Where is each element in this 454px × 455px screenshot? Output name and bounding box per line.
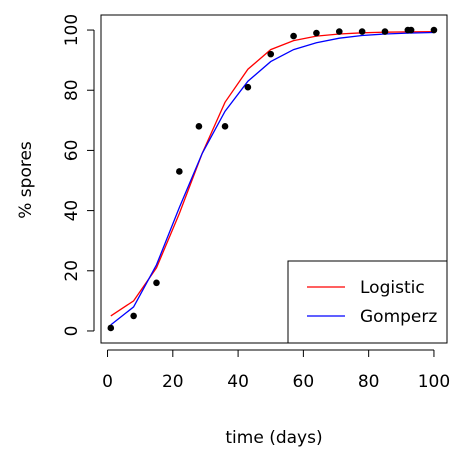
legend-label-logistic: Logistic — [360, 278, 425, 298]
series-line-gomperz — [110, 31, 434, 326]
data-point — [407, 26, 415, 34]
data-point — [313, 29, 320, 37]
x-tick-label: 80 — [358, 372, 380, 392]
data-point — [290, 32, 297, 40]
data-point — [221, 123, 229, 130]
y-tick-label: 60 — [62, 140, 82, 162]
x-axis-title: time (days) — [225, 428, 322, 448]
data-point — [381, 28, 389, 35]
legend-label-gomperz: Gomperz — [360, 307, 437, 327]
y-tick-label: 20 — [62, 260, 82, 282]
data-point — [107, 324, 115, 332]
data-point — [244, 83, 252, 91]
legend: Logistic Gomperz — [287, 260, 448, 344]
y-tick-label: 40 — [62, 200, 82, 222]
x-axis: 0 20 40 60 80 100 — [102, 349, 450, 392]
data-point — [153, 279, 160, 287]
x-tick-label: 0 — [102, 372, 113, 392]
data-points — [107, 26, 438, 332]
series-line-logistic — [110, 30, 434, 317]
data-point — [335, 28, 343, 35]
x-tick-label: 60 — [293, 372, 315, 392]
data-point — [430, 26, 438, 34]
legend-box — [287, 260, 448, 344]
data-point — [267, 50, 275, 58]
data-point — [130, 312, 137, 320]
data-point — [358, 28, 366, 35]
y-tick-label: 0 — [62, 326, 82, 337]
plot-frame — [100, 14, 448, 344]
y-axis-title: % spores — [16, 141, 36, 219]
x-tick-label: 20 — [162, 372, 184, 392]
x-tick-label: 100 — [418, 372, 450, 392]
data-point — [176, 168, 183, 175]
fit-lines — [110, 30, 434, 326]
y-tick-label: 80 — [62, 79, 82, 101]
y-tick-label: 100 — [62, 14, 82, 46]
y-axis: 0 20 40 60 80 100 — [62, 14, 95, 337]
data-point — [195, 123, 203, 130]
x-tick-label: 40 — [227, 372, 249, 392]
